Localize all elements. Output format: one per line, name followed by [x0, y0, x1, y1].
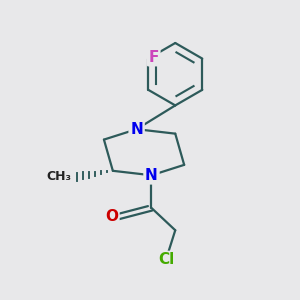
Text: O: O [105, 209, 118, 224]
Text: N: N [145, 168, 158, 183]
Text: Cl: Cl [158, 253, 175, 268]
Text: N: N [130, 122, 143, 137]
Text: F: F [148, 50, 159, 64]
Text: CH₃: CH₃ [47, 170, 72, 183]
